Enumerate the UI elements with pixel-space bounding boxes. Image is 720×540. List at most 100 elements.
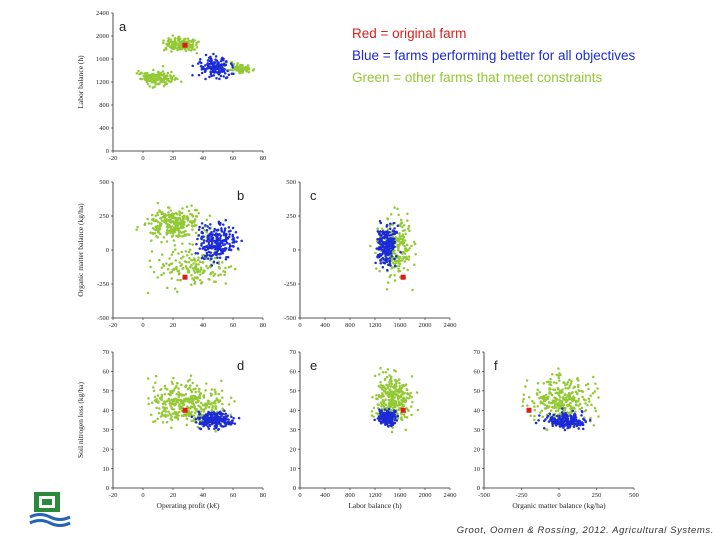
point-green <box>154 214 157 217</box>
point-blue <box>542 427 546 430</box>
point-green <box>153 85 156 89</box>
point-green <box>402 255 405 259</box>
point-blue <box>222 75 225 78</box>
point-blue <box>395 230 398 234</box>
point-blue <box>376 230 380 233</box>
point-green <box>165 82 169 86</box>
point-green <box>549 387 552 391</box>
point-green <box>169 231 172 235</box>
point-green <box>177 395 181 399</box>
point-green <box>589 416 592 420</box>
point-blue <box>389 264 392 267</box>
point-green <box>182 414 185 418</box>
point-green <box>392 406 395 410</box>
point-blue <box>231 234 234 238</box>
point-green <box>166 222 169 226</box>
point-green <box>557 402 560 405</box>
point-blue <box>210 416 214 420</box>
x-axis-label-d: Operating profit (k€) <box>157 501 220 510</box>
point-blue <box>206 235 210 238</box>
point-green <box>168 206 171 209</box>
point-green <box>199 273 202 276</box>
point-green <box>161 211 164 214</box>
point-green <box>175 290 179 294</box>
point-green <box>549 381 552 384</box>
point-green <box>162 41 165 45</box>
point-green <box>173 397 177 401</box>
point-blue <box>210 233 214 237</box>
point-green <box>150 239 153 242</box>
point-blue <box>220 230 224 233</box>
point-green <box>577 379 580 382</box>
point-green <box>538 391 541 394</box>
point-green <box>398 259 401 263</box>
point-green <box>160 411 164 415</box>
point-green <box>193 271 197 274</box>
point-blue <box>382 245 385 249</box>
point-green <box>166 71 170 75</box>
point-green <box>402 267 406 270</box>
point-green <box>189 388 193 392</box>
point-blue <box>212 74 216 77</box>
point-green <box>173 416 177 419</box>
point-green <box>407 409 410 412</box>
point-blue <box>387 425 390 428</box>
point-green <box>163 219 166 222</box>
point-blue <box>219 245 223 248</box>
point-green <box>584 408 588 412</box>
point-green <box>191 43 195 46</box>
point-blue <box>206 246 210 249</box>
point-green <box>171 412 175 415</box>
point-green <box>178 45 182 49</box>
point-green <box>190 221 194 225</box>
point-green <box>154 381 157 384</box>
point-blue <box>210 230 213 234</box>
point-green <box>227 403 231 406</box>
point-blue <box>213 427 216 430</box>
point-green <box>398 236 402 240</box>
point-green <box>564 384 567 387</box>
point-green <box>205 264 208 268</box>
point-green <box>379 366 382 370</box>
point-green <box>182 403 185 407</box>
point-green <box>190 405 194 409</box>
point-green <box>568 378 571 381</box>
point-green <box>172 212 176 216</box>
point-blue <box>208 75 211 79</box>
x-tick-label: -20 <box>109 155 118 162</box>
point-green <box>161 70 165 73</box>
point-green <box>587 397 591 401</box>
point-green <box>206 266 210 270</box>
y-tick-label: 400 <box>99 125 109 132</box>
point-blue <box>223 409 226 412</box>
point-blue <box>393 413 396 417</box>
point-blue <box>215 228 218 232</box>
point-green <box>167 37 170 40</box>
point-blue <box>202 418 205 421</box>
point-green <box>146 291 150 295</box>
point-green <box>171 34 175 37</box>
point-green <box>195 52 199 55</box>
point-blue <box>396 414 399 418</box>
point-green <box>194 263 198 266</box>
point-green <box>182 226 185 229</box>
point-blue <box>567 422 570 425</box>
point-blue <box>203 239 206 242</box>
point-green <box>562 398 565 401</box>
point-green <box>171 234 175 238</box>
point-green <box>157 411 161 415</box>
point-green <box>397 239 400 242</box>
point-green <box>377 373 381 376</box>
point-green <box>396 417 400 420</box>
point-blue <box>220 425 224 428</box>
point-blue <box>212 418 216 422</box>
point-green <box>177 272 181 276</box>
point-blue <box>231 66 234 69</box>
x-tick-label: 2400 <box>444 322 457 329</box>
point-green <box>187 209 191 213</box>
point-green <box>171 232 175 235</box>
point-green <box>526 404 529 407</box>
point-green <box>214 392 217 396</box>
point-green <box>396 398 400 401</box>
point-green <box>170 380 174 384</box>
